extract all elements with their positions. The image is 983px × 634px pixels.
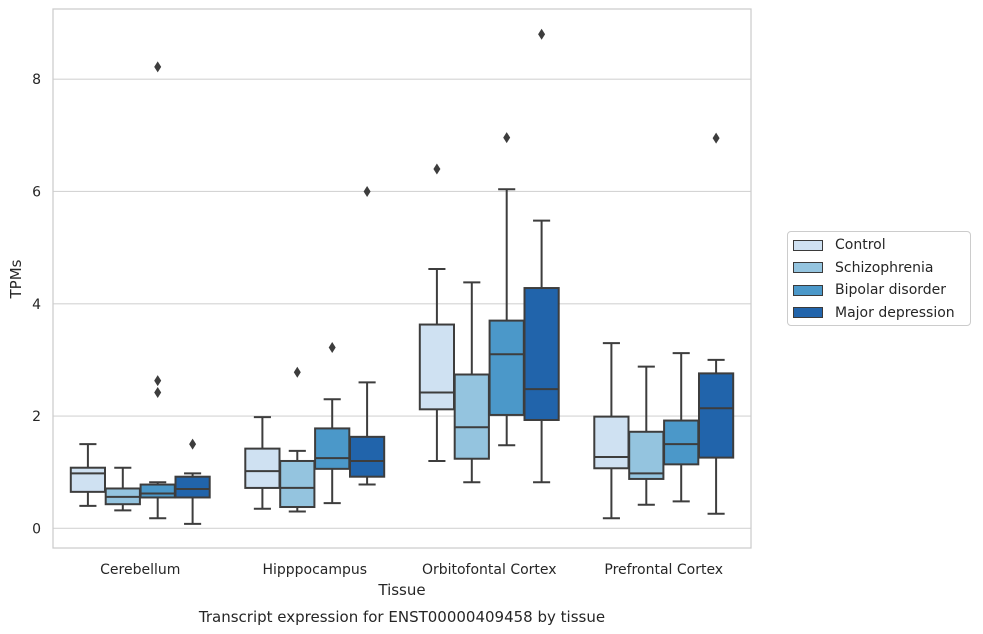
x-tick-labels: Cerebellum Hipppocampus Orbitofontal Corte… bbox=[100, 562, 723, 578]
outlier-point bbox=[503, 132, 511, 144]
y-tick-label: 6 bbox=[32, 184, 41, 200]
legend-item: Schizophrenia bbox=[793, 258, 933, 278]
box-iqr bbox=[453, 373, 490, 460]
box-iqr bbox=[418, 323, 456, 411]
legend-swatch bbox=[793, 239, 823, 251]
box-control bbox=[593, 342, 630, 520]
box-schizophrenia bbox=[628, 365, 665, 506]
box-control bbox=[69, 443, 107, 507]
x-tick-label: Prefrontal Cortex bbox=[604, 562, 723, 578]
box-bipolar-disorder bbox=[488, 132, 525, 447]
box-bipolar-disorder bbox=[314, 342, 351, 505]
box-iqr bbox=[69, 466, 107, 493]
box-iqr bbox=[697, 372, 735, 459]
y-tick-label: 0 bbox=[32, 521, 41, 537]
box-iqr bbox=[244, 447, 281, 489]
box-iqr bbox=[314, 427, 351, 470]
box-iqr bbox=[139, 483, 176, 499]
outlier-point bbox=[154, 61, 162, 73]
legend-label: Schizophrenia bbox=[835, 259, 934, 276]
y-axis-label: TPMs bbox=[7, 259, 25, 299]
chart-caption: Transcript expression for ENST0000040945… bbox=[198, 608, 605, 626]
outlier-point bbox=[433, 163, 441, 175]
outlier-point bbox=[712, 132, 720, 144]
outlier-point bbox=[538, 28, 546, 40]
box-iqr bbox=[523, 287, 560, 421]
legend-swatch bbox=[793, 307, 823, 318]
box-iqr bbox=[593, 415, 630, 470]
outlier-point bbox=[154, 375, 162, 387]
outlier-point bbox=[328, 342, 336, 354]
box-iqr bbox=[174, 475, 211, 499]
legend-item: Bipolar disorder bbox=[793, 280, 946, 300]
box-control bbox=[418, 163, 456, 462]
legend-label: Bipolar disorder bbox=[835, 282, 947, 298]
legend-label: Control bbox=[835, 237, 886, 253]
x-axis-label: Tissue bbox=[377, 581, 425, 599]
legend: Control Schizophrenia Bipolar disorder Majo… bbox=[787, 231, 971, 326]
box-schizophrenia bbox=[453, 281, 490, 484]
legend-swatch bbox=[793, 262, 823, 273]
box-iqr bbox=[628, 430, 665, 480]
x-tick-label: Orbitofontal Cortex bbox=[422, 562, 557, 578]
outlier-point bbox=[363, 185, 371, 197]
box-major-depression bbox=[523, 28, 560, 484]
box-iqr bbox=[348, 435, 386, 478]
outlier-point bbox=[189, 438, 197, 450]
box-iqr bbox=[279, 459, 316, 509]
y-tick-label: 4 bbox=[32, 297, 41, 313]
x-tick-label: Cerebellum bbox=[100, 562, 180, 578]
box-schizophrenia bbox=[104, 466, 141, 512]
box-major-depression bbox=[697, 132, 735, 515]
box-major-depression bbox=[174, 438, 211, 525]
plot-area-frame bbox=[52, 8, 752, 549]
box-control bbox=[244, 416, 281, 510]
legend-label: Major depression bbox=[835, 304, 955, 321]
y-tick-label: 8 bbox=[32, 72, 41, 88]
box-bipolar-disorder bbox=[139, 61, 176, 520]
boxes bbox=[69, 28, 735, 525]
outlier-point bbox=[154, 386, 162, 398]
box-iqr bbox=[488, 319, 525, 416]
box-iqr bbox=[663, 419, 700, 466]
outlier-point bbox=[293, 366, 301, 378]
legend-item: Major depression bbox=[793, 303, 955, 323]
legend-swatch bbox=[793, 284, 823, 296]
y-tick-label: 2 bbox=[32, 409, 41, 425]
box-bipolar-disorder bbox=[663, 352, 700, 503]
box-major-depression bbox=[348, 185, 386, 486]
gridlines bbox=[53, 78, 751, 529]
box-schizophrenia bbox=[279, 366, 316, 513]
x-tick-label: Hipppocampus bbox=[262, 562, 367, 578]
y-tick-labels: 0 2 4 6 8 bbox=[32, 72, 41, 537]
legend-item: Control bbox=[793, 235, 886, 255]
